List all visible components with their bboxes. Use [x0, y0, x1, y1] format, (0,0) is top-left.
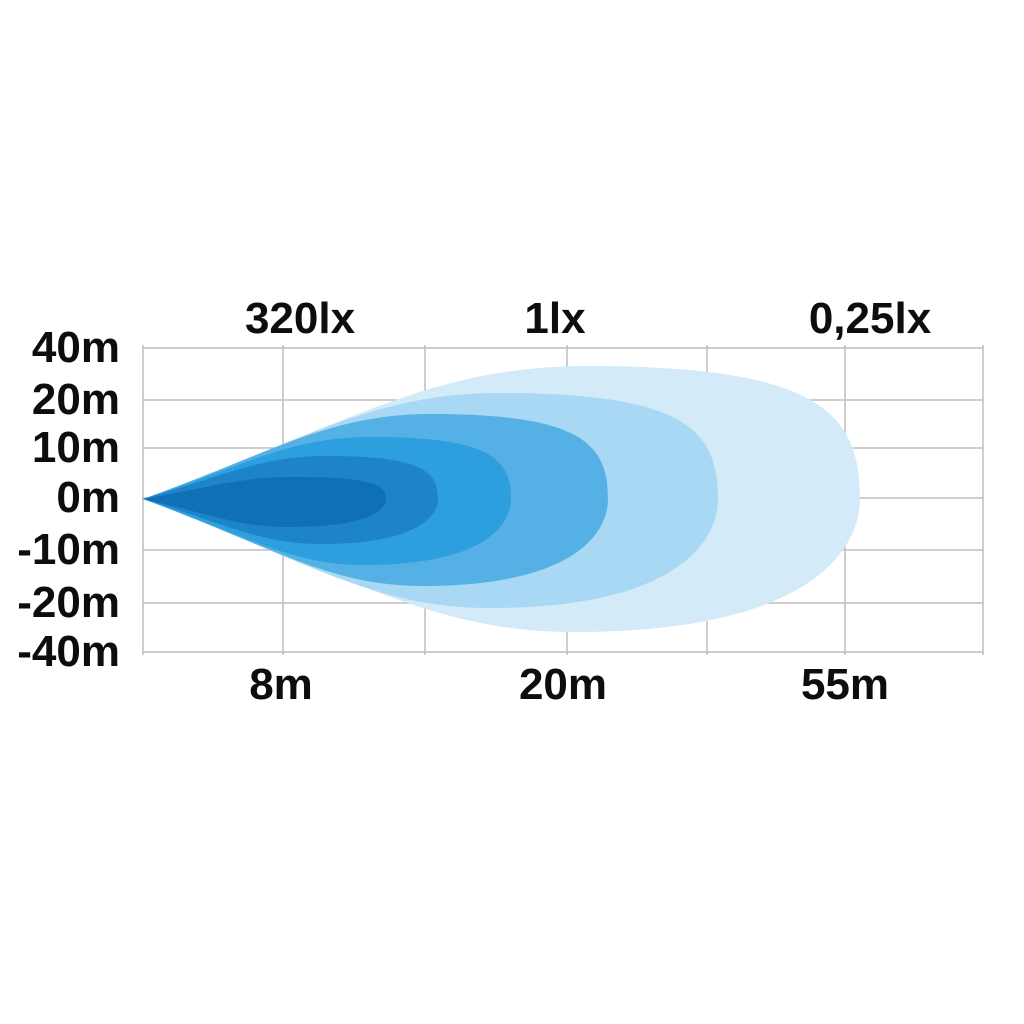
y-tick-minus40m: -40m	[17, 627, 120, 676]
y-tick-0m: 0m	[56, 473, 120, 522]
y-tick-minus20m: -20m	[17, 578, 120, 627]
top-label-1lx: 1lx	[524, 294, 586, 343]
isolux-contour-innermost	[143, 477, 386, 527]
top-label-320lx: 320lx	[244, 294, 356, 343]
bottom-label-55m: 55m	[800, 660, 890, 709]
bottom-label-20m: 20m	[518, 660, 608, 709]
y-tick-minus10m: -10m	[17, 525, 120, 574]
y-tick-20m: 20m	[31, 375, 120, 424]
y-tick-10m: 10m	[31, 423, 120, 472]
y-tick-40m: 40m	[31, 323, 120, 372]
bottom-label-8m: 8m	[249, 660, 313, 709]
top-label-025lx: 0,25lx	[808, 294, 932, 343]
